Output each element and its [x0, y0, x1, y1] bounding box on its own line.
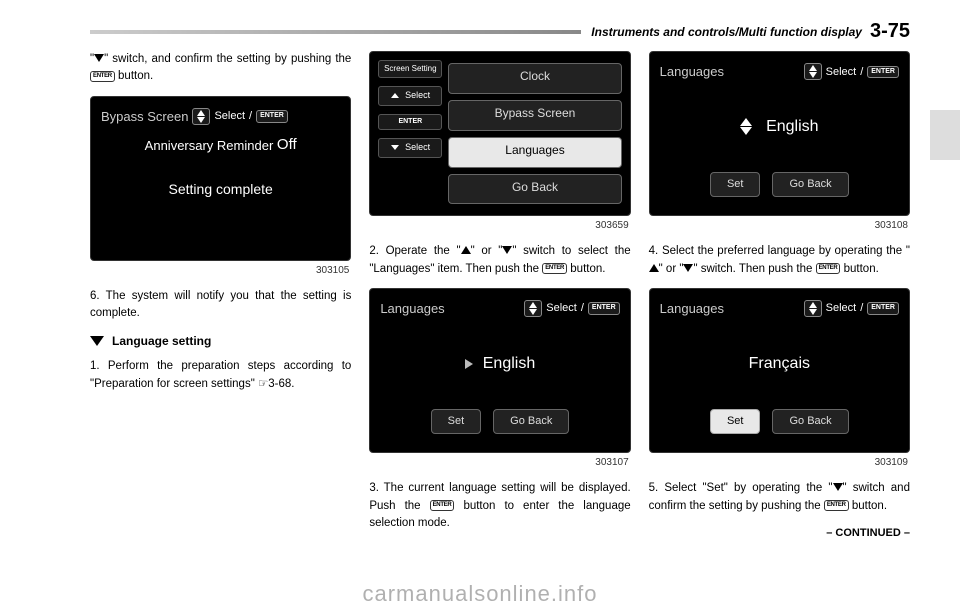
- down-triangle-icon: [683, 264, 693, 272]
- figure-number: 303659: [369, 218, 630, 233]
- breadcrumb: Instruments and controls/Multi function …: [591, 25, 862, 39]
- enter-indicator: ENTER: [867, 302, 899, 315]
- screen-buttons: Set Go Back: [660, 409, 899, 434]
- down-triangle-icon: [502, 246, 512, 254]
- languages-screen-francais: Languages Select / ENTER Français Set Go…: [649, 288, 910, 453]
- select-indicator: [804, 300, 822, 317]
- screen-setting-menu: Screen Setting Select ENTER Select Clock…: [369, 51, 630, 216]
- content-columns: "" switch, and confirm the setting by pu…: [90, 51, 910, 542]
- enter-icon: ENTER: [816, 263, 841, 274]
- enter-icon: ENTER: [542, 263, 567, 274]
- select-indicator: [804, 63, 822, 80]
- step-1-text: 1. Perform the preparation steps accord­…: [90, 358, 351, 393]
- menu-item-bypass: Bypass Screen: [448, 100, 621, 131]
- menu-item-clock: Clock: [448, 63, 621, 94]
- figure-number: 303109: [649, 455, 910, 470]
- figure-number: 303105: [90, 263, 351, 278]
- column-1: "" switch, and confirm the setting by pu…: [90, 51, 351, 542]
- step-3-text: 3. The current language setting will be …: [369, 480, 630, 532]
- anniversary-row: Anniversary Reminder Off: [101, 134, 340, 157]
- goback-button: Go Back: [772, 172, 848, 197]
- watermark: carmanualsonline.info: [0, 581, 960, 607]
- page-header: Instruments and controls/Multi function …: [90, 20, 910, 43]
- up-triangle-icon: [649, 264, 659, 272]
- language-value: English: [380, 324, 619, 403]
- screen-5-wrap: Languages Select / ENTER Français Set Go…: [649, 288, 910, 453]
- screen-topbar: Languages Select / ENTER: [380, 299, 619, 319]
- goback-button: Go Back: [772, 409, 848, 434]
- side-enter: ENTER: [378, 114, 442, 131]
- menu-item-languages: Languages: [448, 137, 621, 168]
- screen-title: Languages: [660, 62, 724, 82]
- set-button: Set: [710, 172, 761, 197]
- side-up-select: Select: [378, 86, 442, 106]
- enter-icon: ENTER: [824, 500, 849, 511]
- step-4-text: 4. Select the preferred language by oper…: [649, 243, 910, 278]
- step-2-text: 2. Operate the "" or "" switch to select…: [369, 243, 630, 278]
- languages-screen-english: Languages Select / ENTER English Set Go …: [369, 288, 630, 453]
- figure-number: 303107: [369, 455, 630, 470]
- screen-side-controls: Screen Setting Select ENTER Select: [378, 60, 442, 207]
- side-tab: [930, 110, 960, 160]
- set-button-highlighted: Set: [710, 409, 761, 434]
- enter-indicator: ENTER: [867, 66, 899, 79]
- screen-1-wrap: Bypass Screen Select / ENTER Anniversary…: [90, 96, 351, 261]
- language-value: English: [660, 88, 899, 167]
- enter-indicator: ENTER: [588, 302, 620, 315]
- column-3: Languages Select / ENTER English Set Go …: [649, 51, 910, 542]
- side-label: Screen Setting: [378, 60, 442, 78]
- language-value: Français: [660, 324, 899, 403]
- screen-topbar: Languages Select / ENTER: [660, 299, 899, 319]
- bypass-screen-display: Bypass Screen Select / ENTER Anniversary…: [90, 96, 351, 261]
- side-down-select: Select: [378, 138, 442, 158]
- screen-4-wrap: Languages Select / ENTER English Set Go …: [649, 51, 910, 216]
- select-indicator: [192, 108, 210, 125]
- figure-number: 303108: [649, 218, 910, 233]
- intro-text: "" switch, and confirm the setting by pu…: [90, 51, 351, 86]
- enter-indicator: ENTER: [256, 110, 288, 123]
- goback-button: Go Back: [493, 409, 569, 434]
- screen-title: Bypass Screen: [101, 107, 188, 127]
- enter-icon: ENTER: [430, 500, 455, 511]
- screen-buttons: Set Go Back: [660, 172, 899, 197]
- down-triangle-icon: [833, 483, 843, 491]
- screen-topbar: Bypass Screen Select / ENTER: [101, 107, 340, 127]
- page: Instruments and controls/Multi function …: [0, 0, 960, 611]
- setting-complete-row: Setting complete: [101, 179, 340, 200]
- section-marker-icon: [90, 336, 104, 346]
- languages-screen-english-arrows: Languages Select / ENTER English Set Go …: [649, 51, 910, 216]
- up-triangle-icon: [461, 246, 471, 254]
- menu-list: Clock Bypass Screen Languages Go Back: [448, 60, 621, 207]
- continued-label: – CONTINUED –: [649, 525, 910, 542]
- up-down-arrows-icon: [740, 118, 752, 135]
- down-triangle-icon: [94, 54, 104, 62]
- step-6-text: 6. The system will notify you that the s…: [90, 288, 351, 323]
- page-number: 3-75: [870, 20, 910, 43]
- step-5-text: 5. Select "Set" by operating the "" swit…: [649, 480, 910, 515]
- select-indicator: [524, 300, 542, 317]
- header-rule: [90, 30, 581, 34]
- menu-item-goback: Go Back: [448, 174, 621, 205]
- screen-topbar: Languages Select / ENTER: [660, 62, 899, 82]
- screen-title: Languages: [380, 299, 444, 319]
- enter-icon: ENTER: [90, 71, 115, 82]
- screen-2-wrap: Screen Setting Select ENTER Select Clock…: [369, 51, 630, 216]
- column-2: Screen Setting Select ENTER Select Clock…: [369, 51, 630, 542]
- set-button: Set: [431, 409, 482, 434]
- screen-buttons: Set Go Back: [380, 409, 619, 434]
- play-marker-icon: [465, 359, 473, 369]
- screen-3-wrap: Languages Select / ENTER English Set Go …: [369, 288, 630, 453]
- language-setting-heading: Language setting: [90, 332, 351, 350]
- screen-title: Languages: [660, 299, 724, 319]
